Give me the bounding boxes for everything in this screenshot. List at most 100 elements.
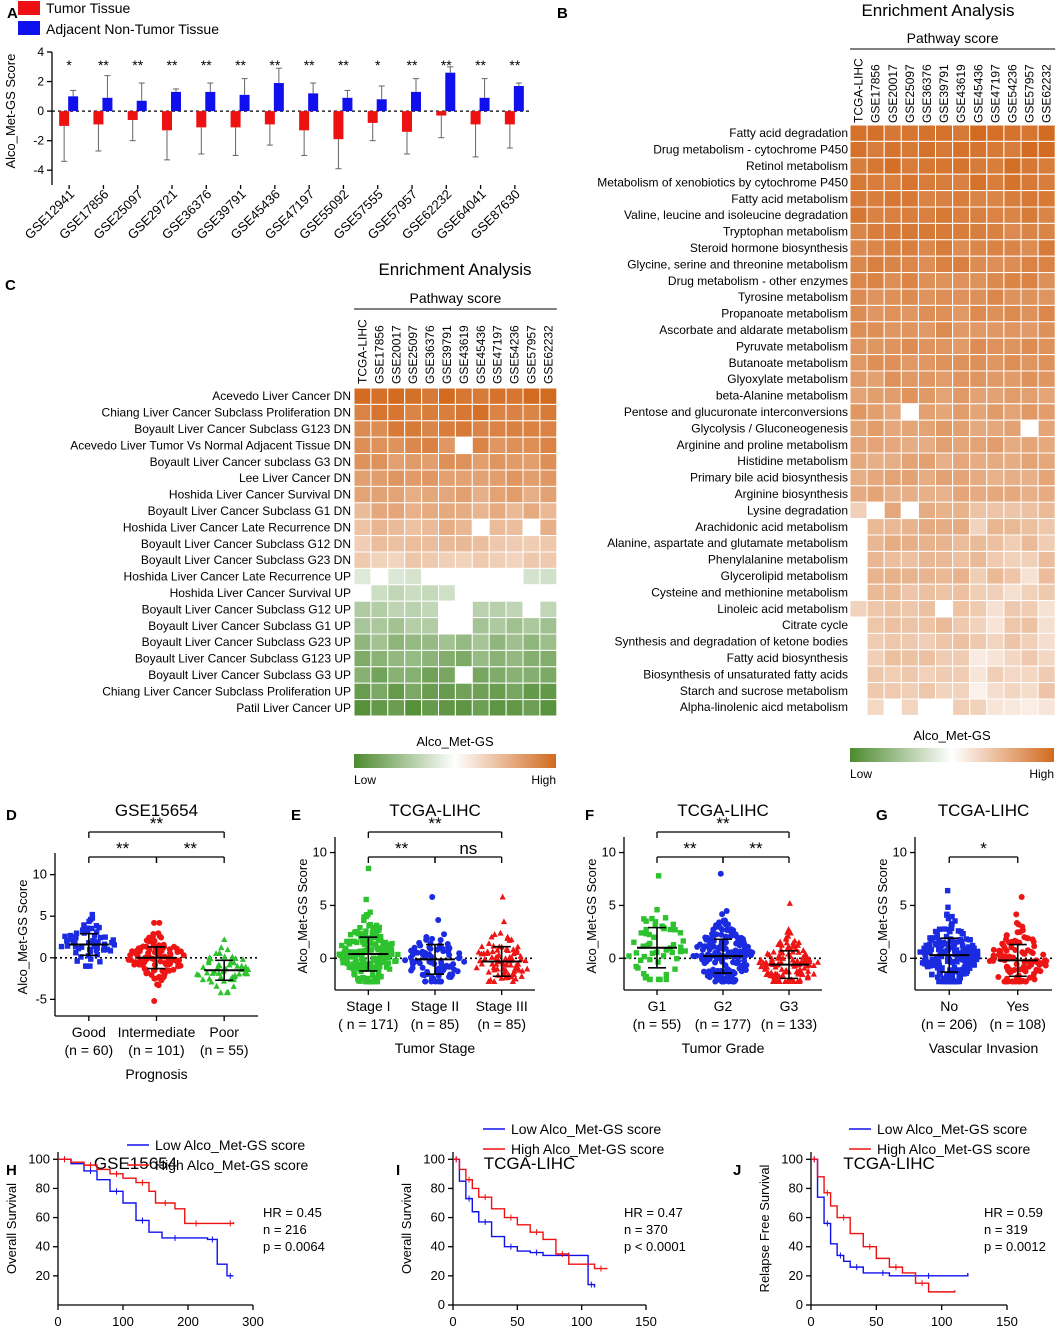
- panelB-row-label: Fatty acid degradation: [729, 126, 848, 140]
- panelB-heatmap-cell: [952, 370, 971, 388]
- panelB-heatmap-cell: [1003, 468, 1022, 487]
- panelB-heatmap-cell: [883, 550, 902, 569]
- panelH-stat: p = 0.0064: [263, 1239, 325, 1254]
- panelB-heatmap-cell: [1003, 288, 1022, 306]
- panelE-point: [428, 978, 435, 985]
- panelH-survival-curve: [58, 1158, 234, 1277]
- panelB-heatmap-cell: [866, 304, 885, 323]
- panelC-heatmap-cell: [353, 469, 372, 487]
- panelG-point: [1005, 978, 1012, 985]
- panelJ-survival-curve: [811, 1158, 969, 1277]
- panelG-point: [1021, 950, 1028, 957]
- panelI-survival-curve: [453, 1158, 596, 1288]
- panelC-heatmap-cell: [454, 584, 473, 602]
- panelB-heatmap-cell: [917, 468, 937, 487]
- panelC-column-label: GSE62232: [541, 325, 555, 384]
- panelC-heatmap-cell: [438, 699, 456, 717]
- a-tumor-bar: [59, 111, 70, 126]
- panelE-point: [361, 917, 367, 924]
- panelF-point: [655, 959, 661, 965]
- panelB-heatmap-cell: [883, 600, 902, 618]
- panelE-point: [369, 930, 376, 936]
- panelB-heatmap-cell: [935, 419, 954, 438]
- panelI-y-tick-label: 0: [438, 1297, 445, 1312]
- panelE-point: [441, 931, 448, 938]
- panelB-heatmap-cell: [986, 436, 1005, 454]
- panelG-point: [929, 956, 936, 962]
- panelB-title: Enrichment Analysis: [861, 1, 1014, 20]
- panelB-heatmap-cell: [1003, 649, 1022, 667]
- panelC-heatmap-cell: [370, 420, 389, 438]
- panelC-heatmap-cell: [488, 420, 507, 438]
- panelB-heatmap-cell: [866, 222, 885, 241]
- panelB-heatmap-cell: [935, 239, 954, 257]
- panelD-point: [62, 933, 68, 940]
- a-adjacent-bar: [68, 96, 79, 112]
- panelB-heatmap-cell: [935, 583, 954, 602]
- a-significance: **: [98, 57, 109, 73]
- panelG-point: [944, 911, 950, 917]
- panelD-point: [150, 931, 157, 938]
- panelD-point: [72, 944, 79, 950]
- panelE-point: [349, 965, 356, 971]
- panelG-point: [990, 946, 997, 953]
- panelB-heatmap-cell: [969, 632, 988, 651]
- panelE-point: [490, 964, 497, 970]
- panelC-heatmap-cell: [488, 485, 507, 504]
- panelF-point: [647, 940, 653, 947]
- panelF-point: [758, 963, 765, 970]
- panelB-heatmap-cell: [1020, 550, 1039, 569]
- panelB-heatmap-cell: [866, 124, 885, 142]
- panelC-heatmap-cell: [370, 682, 389, 701]
- panelC-heatmap-cell: [421, 567, 440, 586]
- panelB-heatmap-cell: [952, 272, 971, 290]
- a-adjacent-bar: [102, 97, 113, 112]
- a-tumor-bar: [162, 111, 172, 131]
- panelE-point: [429, 935, 436, 942]
- panelC-column-label: GSE20017: [389, 325, 403, 384]
- panelG-point: [972, 952, 979, 958]
- panelC-heatmap-cell: [522, 617, 541, 635]
- panelC-label: C: [5, 277, 16, 294]
- a-y-tick-label: -4: [33, 163, 44, 177]
- panelB-heatmap-cell: [1003, 337, 1022, 356]
- panelB-heatmap-cell: [849, 386, 868, 405]
- panelC-heatmap-cell: [438, 600, 456, 619]
- panelE-point: [362, 938, 368, 944]
- panelG-point: [951, 939, 958, 945]
- panelB-heatmap-cell: [1020, 452, 1039, 470]
- panelB-column-label: GSE25097: [903, 64, 917, 123]
- panelC-heatmap-cell: [488, 535, 507, 553]
- panelC-scale-high: High: [531, 773, 556, 787]
- panelC-title: Enrichment Analysis: [378, 260, 531, 279]
- panelD-point: [218, 944, 225, 951]
- panelD-point: [74, 958, 80, 964]
- panelF-point: [705, 968, 712, 975]
- a-tumor-bar: [299, 111, 310, 131]
- panelC-heatmap-cell: [438, 453, 456, 471]
- panelE-point: [494, 946, 501, 953]
- panelC-heatmap-cell: [488, 600, 507, 619]
- panelG-point: [1015, 921, 1022, 928]
- panelG-point: [959, 942, 966, 948]
- panelE-point: [491, 931, 498, 937]
- panelJ-y-tick-label: 0: [796, 1297, 803, 1312]
- panelB-heatmap-cell: [917, 419, 937, 438]
- panelH-y-axis-label: Overall Survival: [4, 1183, 19, 1274]
- panelB-column-label: GSE54236: [1005, 64, 1019, 123]
- panelB-row-label: Steroid hormone biosynthesis: [690, 241, 848, 255]
- panelB-heatmap-cell: [986, 190, 1005, 208]
- panelF-point: [626, 953, 632, 959]
- panelB-heatmap-cell: [1020, 157, 1039, 175]
- panelC-heatmap-cell: [387, 649, 406, 668]
- panelC-row-label: Boyault Liver Cancer subclass G3 DN: [150, 455, 351, 469]
- panelB-heatmap-cell: [1020, 124, 1039, 142]
- panelE-point: [485, 940, 493, 947]
- panelB-heatmap-cell: [866, 583, 885, 602]
- panelC-heatmap-cell: [370, 453, 389, 471]
- panelC-heatmap-cell: [438, 617, 456, 635]
- panelF-point: [772, 963, 779, 970]
- panelB-heatmap-cell: [935, 567, 954, 585]
- panelG-point: [944, 887, 951, 894]
- panelC-heatmap-cell: [471, 666, 490, 684]
